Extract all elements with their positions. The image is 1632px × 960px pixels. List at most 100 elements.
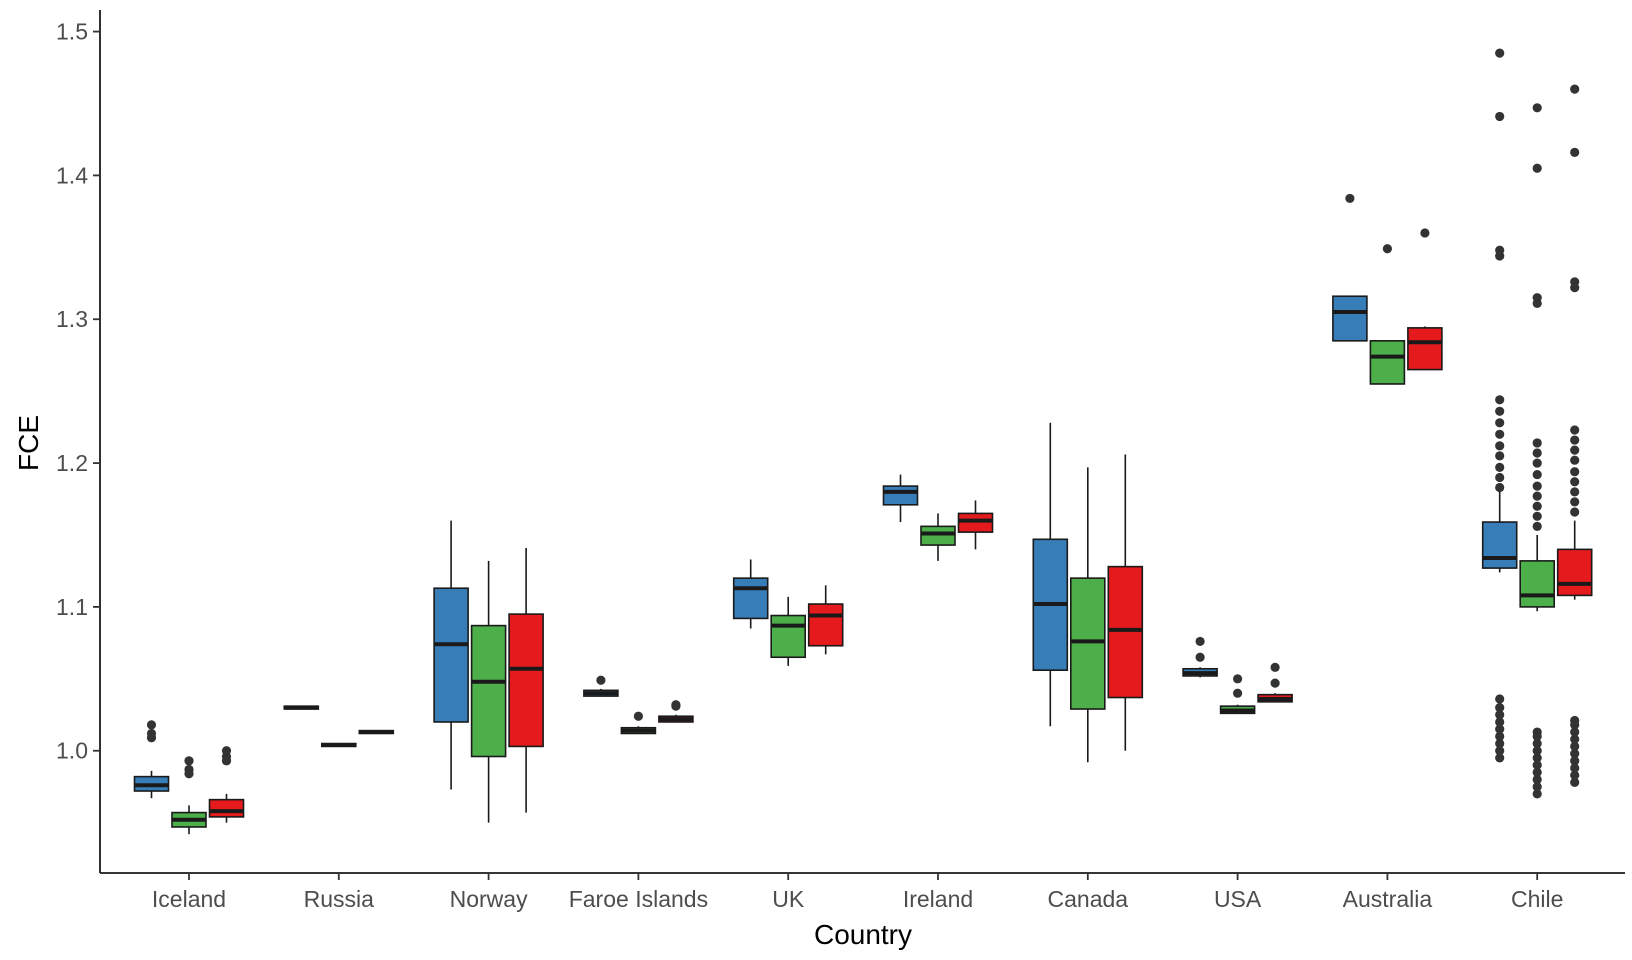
outlier-point	[1570, 497, 1580, 507]
box	[957, 512, 994, 533]
axes: 1.0 1.1 1.2 1.3 1.4 1.5 Iceland Russia Norway Far…	[56, 10, 1625, 912]
box-group	[807, 585, 844, 655]
outlier-point	[1233, 688, 1243, 698]
box-group	[1032, 422, 1069, 727]
outlier-point	[1532, 491, 1542, 501]
box	[1556, 548, 1593, 597]
outlier-point	[1495, 429, 1505, 439]
outlier-point	[1345, 193, 1355, 204]
outlier-point	[1495, 738, 1505, 749]
outlier-point	[1570, 756, 1580, 766]
box	[1332, 295, 1368, 342]
outlier-point	[1195, 652, 1205, 662]
box-group	[320, 742, 357, 748]
box	[1481, 521, 1518, 569]
outlier-point	[1495, 418, 1505, 428]
outlier-point	[1532, 767, 1542, 777]
outlier-point	[1420, 228, 1430, 238]
x-tick-label: Russia	[304, 886, 375, 912]
outlier-point	[1495, 753, 1505, 763]
outlier-point	[1570, 445, 1580, 455]
box-group	[1481, 48, 1518, 763]
outlier-point	[1532, 760, 1542, 770]
box-group	[1556, 84, 1593, 787]
outlier-point	[1532, 727, 1542, 737]
box-group	[1107, 454, 1144, 751]
outlier-point	[1495, 441, 1505, 451]
x-tick-label: Norway	[450, 886, 528, 912]
box-group	[732, 559, 769, 629]
box	[1070, 577, 1106, 710]
outlier-point	[1495, 395, 1505, 405]
outlier-point	[1495, 451, 1505, 461]
box-group	[1182, 636, 1218, 678]
box-group	[1070, 467, 1106, 763]
box-group	[433, 520, 469, 790]
y-tick-label: 1.3	[56, 306, 88, 332]
outlier-point	[1570, 84, 1580, 94]
outlier-point	[1570, 715, 1580, 726]
outlier-point	[184, 756, 194, 766]
box-group	[508, 547, 544, 813]
x-tick-label: Iceland	[152, 886, 226, 912]
box-group	[882, 474, 919, 523]
y-tick-label: 1.1	[56, 594, 88, 620]
outlier-point	[1532, 163, 1542, 173]
box	[1107, 565, 1144, 699]
box	[770, 614, 807, 659]
outlier-point	[1495, 48, 1505, 58]
outlier-point	[1532, 438, 1542, 448]
box-group	[470, 560, 507, 823]
box	[208, 798, 245, 818]
box	[1369, 340, 1406, 385]
outlier-point	[1570, 770, 1580, 780]
outlier-point	[1532, 746, 1542, 756]
outlier-point	[633, 711, 644, 721]
outlier-point	[1570, 741, 1580, 752]
x-tick-label: USA	[1214, 886, 1262, 912]
outlier-point	[1382, 244, 1392, 254]
outlier-point	[1495, 462, 1505, 472]
outlier-point	[1495, 731, 1505, 741]
outlier-point	[1532, 511, 1542, 521]
outlier-point	[1532, 448, 1542, 458]
x-tick-label: Australia	[1343, 886, 1433, 912]
outlier-point	[1495, 717, 1505, 727]
outlier-point	[1570, 435, 1580, 445]
outlier-point	[596, 675, 606, 685]
outlier-point	[1532, 469, 1542, 480]
outlier-point	[1570, 147, 1580, 157]
outlier-point	[1495, 472, 1505, 483]
outlier-point	[1532, 458, 1542, 468]
x-tick-label: Faroe Islands	[569, 886, 708, 912]
outlier-point	[1532, 782, 1542, 792]
x-axis-title: Country	[814, 919, 912, 950]
y-tick-label: 1.0	[56, 738, 88, 764]
box	[1407, 327, 1443, 371]
box	[807, 603, 844, 647]
outlier-point	[1270, 662, 1280, 672]
box-group	[283, 705, 320, 710]
outlier-point	[1570, 734, 1580, 744]
box-group	[770, 596, 807, 666]
box-group	[1219, 674, 1256, 715]
outlier-point	[1195, 636, 1205, 647]
outlier-point	[1570, 749, 1580, 759]
outlier-point	[1532, 789, 1542, 799]
outlier-point	[1495, 694, 1505, 704]
outlier-point	[1495, 702, 1505, 713]
outlier-point	[1570, 277, 1580, 287]
outlier-point	[1532, 293, 1542, 303]
plot-area	[133, 48, 1593, 835]
outlier-point	[1570, 455, 1580, 465]
outlier-point	[1570, 507, 1580, 517]
outlier-point	[1532, 103, 1542, 113]
outlier-point	[1570, 477, 1580, 487]
outlier-point	[146, 728, 157, 739]
box-group	[171, 756, 207, 835]
box-group	[920, 513, 956, 561]
x-tick-label: Chile	[1511, 886, 1563, 912]
outlier-point	[1570, 467, 1580, 477]
outlier-point	[1532, 753, 1542, 763]
